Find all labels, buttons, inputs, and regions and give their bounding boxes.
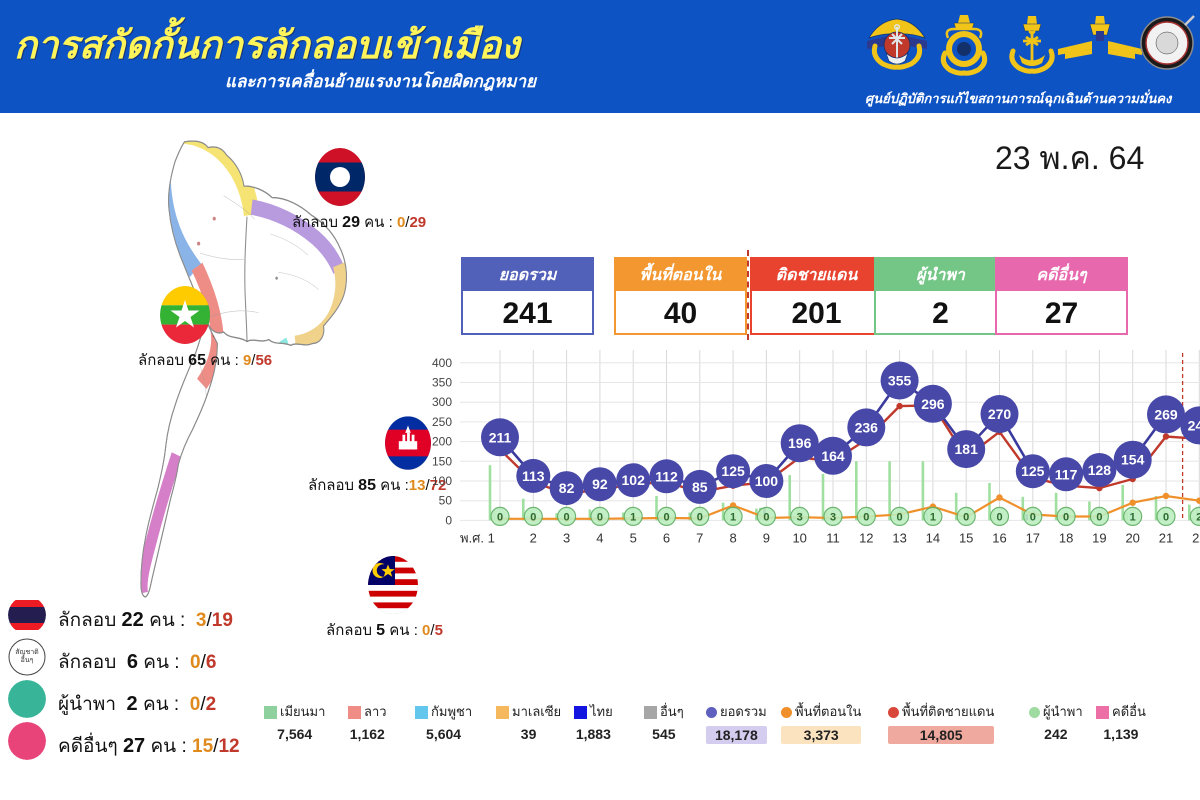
svg-text:270: 270 (988, 406, 1012, 422)
svg-text:400: 400 (432, 356, 452, 370)
svg-text:9: 9 (763, 530, 770, 545)
svg-text:0: 0 (897, 511, 903, 523)
svg-text:0: 0 (863, 511, 869, 523)
svg-text:18: 18 (1059, 530, 1073, 545)
svg-text:5: 5 (630, 530, 637, 545)
svg-text:100: 100 (755, 473, 779, 489)
svg-text:200: 200 (432, 435, 452, 449)
svg-text:8: 8 (729, 530, 736, 545)
svg-text:355: 355 (888, 373, 912, 389)
svg-text:164: 164 (821, 448, 845, 464)
svg-text:11: 11 (826, 530, 840, 545)
svg-text:0: 0 (763, 511, 769, 523)
svg-text:300: 300 (432, 395, 452, 409)
svg-text:112: 112 (655, 468, 678, 484)
svg-text:150: 150 (432, 454, 452, 468)
svg-text:113: 113 (522, 468, 545, 484)
svg-text:296: 296 (921, 396, 945, 412)
svg-text:พ.ศ. 1: พ.ศ. 1 (460, 530, 495, 545)
svg-text:อื่นๆ: อื่นๆ (21, 655, 34, 664)
svg-text:236: 236 (855, 419, 879, 435)
svg-text:0: 0 (445, 513, 452, 527)
svg-text:2: 2 (530, 530, 537, 545)
svg-text:85: 85 (692, 479, 708, 495)
svg-text:0: 0 (996, 511, 1002, 523)
svg-text:17: 17 (1026, 530, 1040, 545)
svg-text:0: 0 (1063, 511, 1069, 523)
svg-text:0: 0 (1030, 511, 1036, 523)
svg-text:0: 0 (597, 511, 603, 523)
svg-text:1: 1 (1130, 511, 1136, 523)
svg-text:117: 117 (1055, 466, 1078, 482)
svg-text:14: 14 (926, 530, 940, 545)
svg-text:0: 0 (530, 511, 536, 523)
svg-text:13: 13 (892, 530, 906, 545)
svg-text:100: 100 (432, 474, 452, 488)
svg-text:12: 12 (859, 530, 873, 545)
svg-text:82: 82 (559, 480, 575, 496)
svg-text:0: 0 (1163, 511, 1169, 523)
svg-text:3: 3 (563, 530, 570, 545)
svg-text:250: 250 (432, 415, 452, 429)
svg-text:92: 92 (592, 476, 608, 492)
svg-text:6: 6 (663, 530, 670, 545)
svg-text:3: 3 (830, 511, 836, 523)
svg-text:21: 21 (1159, 530, 1173, 545)
svg-text:19: 19 (1092, 530, 1106, 545)
svg-text:241: 241 (1188, 417, 1200, 433)
svg-text:3: 3 (797, 511, 803, 523)
svg-text:16: 16 (992, 530, 1006, 545)
svg-text:0: 0 (963, 511, 969, 523)
svg-text:1: 1 (930, 511, 936, 523)
svg-text:0: 0 (1096, 511, 1102, 523)
svg-text:154: 154 (1121, 452, 1145, 468)
svg-text:196: 196 (788, 435, 812, 451)
svg-text:1: 1 (730, 511, 736, 523)
svg-text:125: 125 (721, 463, 745, 479)
svg-text:1: 1 (630, 511, 636, 523)
svg-text:2: 2 (1196, 511, 1200, 523)
svg-text:20: 20 (1125, 530, 1139, 545)
svg-text:7: 7 (696, 530, 703, 545)
svg-text:350: 350 (432, 376, 452, 390)
svg-text:0: 0 (697, 511, 703, 523)
svg-text:10: 10 (792, 530, 806, 545)
svg-text:0: 0 (497, 511, 503, 523)
svg-text:102: 102 (622, 472, 646, 488)
svg-text:15: 15 (959, 530, 973, 545)
svg-text:สัญชาติ: สัญชาติ (15, 648, 39, 656)
svg-text:50: 50 (439, 494, 453, 508)
svg-text:0: 0 (564, 511, 570, 523)
svg-text:125: 125 (1021, 463, 1045, 479)
svg-text:4: 4 (596, 530, 603, 545)
svg-text:22: 22 (1192, 530, 1200, 545)
svg-text:269: 269 (1154, 406, 1178, 422)
svg-text:128: 128 (1088, 462, 1112, 478)
svg-text:181: 181 (955, 441, 979, 457)
svg-text:211: 211 (489, 429, 512, 445)
svg-text:0: 0 (663, 511, 669, 523)
